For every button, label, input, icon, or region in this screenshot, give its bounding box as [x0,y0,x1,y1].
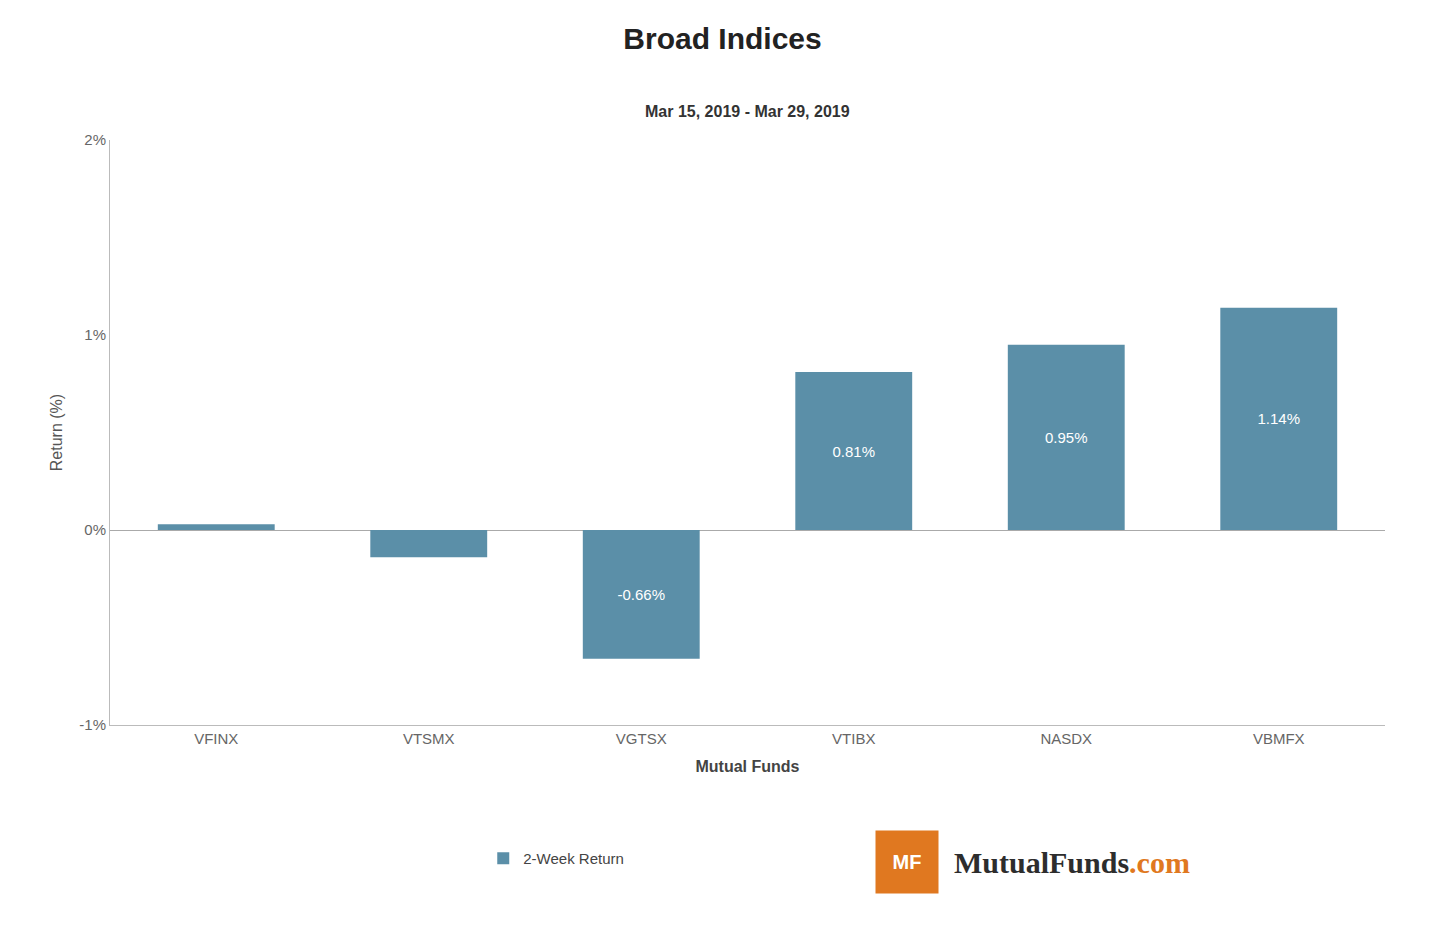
svg-text:Broad Indices: Broad Indices [623,22,821,55]
svg-text:Return (%): Return (%) [48,394,65,471]
svg-text:2%: 2% [84,131,106,148]
svg-text:MutualFunds.com: MutualFunds.com [954,846,1190,879]
svg-text:VTSMX: VTSMX [403,730,455,747]
svg-text:Mutual Funds: Mutual Funds [696,758,800,775]
svg-text:2-Week Return: 2-Week Return [523,850,624,867]
svg-text:VGTSX: VGTSX [616,730,667,747]
svg-text:0.81%: 0.81% [832,443,875,460]
svg-text:1%: 1% [84,326,106,343]
svg-text:MF: MF [893,851,922,873]
svg-text:Mar 15, 2019 - Mar 29, 2019: Mar 15, 2019 - Mar 29, 2019 [645,103,850,120]
svg-text:VTIBX: VTIBX [832,730,875,747]
svg-text:1.14%: 1.14% [1257,410,1300,427]
svg-text:NASDX: NASDX [1040,730,1092,747]
svg-text:VBMFX: VBMFX [1253,730,1305,747]
svg-text:0.95%: 0.95% [1045,429,1088,446]
svg-text:VFINX: VFINX [194,730,238,747]
svg-text:-0.66%: -0.66% [617,586,665,603]
svg-text:-1%: -1% [79,716,106,733]
svg-text:0%: 0% [84,521,106,538]
